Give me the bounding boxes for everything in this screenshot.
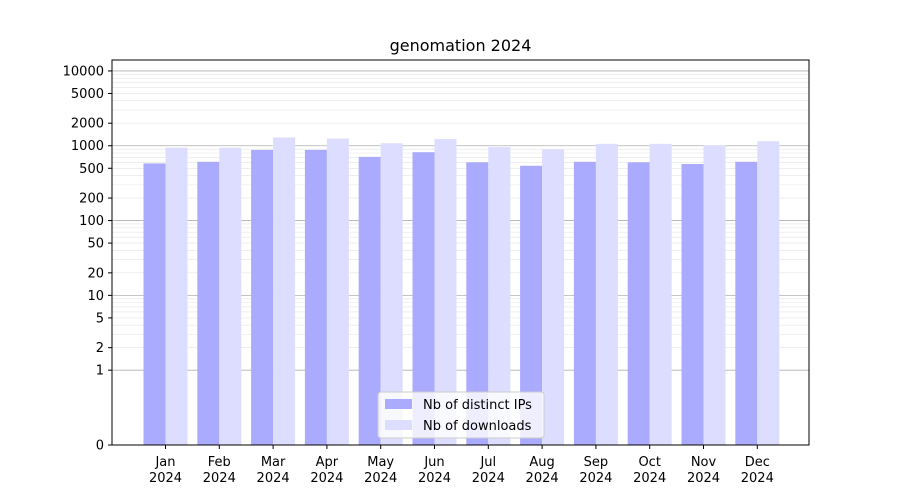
y-tick-label: 5000	[71, 87, 104, 102]
y-tick-label: 2000	[71, 117, 104, 132]
bar-downloads	[165, 147, 188, 445]
x-tick-label: Jan 2024	[149, 455, 182, 486]
x-axis: Jan 2024 Feb 2024 Mar 2024 Apr 2024 May 2024 Jun 20…	[149, 445, 774, 486]
bar-distinct-ips	[627, 162, 650, 445]
y-tick-label: 200	[79, 192, 104, 207]
x-tick-label: Dec 2024	[741, 455, 774, 486]
y-tick-label: 5	[96, 311, 104, 326]
chart-title: genomation 2024	[390, 36, 532, 55]
bar-downloads	[757, 141, 780, 445]
legend-swatch	[385, 399, 412, 409]
legend-swatch	[385, 420, 412, 430]
bar-downloads	[649, 143, 672, 445]
bar-downloads	[542, 149, 565, 445]
bars	[143, 137, 780, 445]
bar-distinct-ips	[520, 165, 543, 445]
y-tick-label: 10000	[63, 64, 104, 79]
bar-distinct-ips	[735, 161, 758, 445]
y-tick-label: 100	[79, 214, 104, 229]
x-tick-label: Nov 2024	[687, 455, 720, 486]
bar-distinct-ips	[358, 156, 381, 445]
bar-downloads	[380, 143, 403, 445]
y-tick-label: 2	[96, 341, 104, 356]
y-tick-label: 1000	[71, 139, 104, 154]
x-tick-label: May 2024	[364, 455, 397, 486]
legend-label: Nb of distinct IPs	[423, 398, 532, 413]
x-tick-label: Oct 2024	[633, 455, 666, 486]
y-tick-label: 20	[87, 266, 104, 281]
y-tick-label: 0	[96, 439, 104, 454]
bar-distinct-ips	[681, 164, 704, 445]
y-tick-label: 1	[96, 364, 104, 379]
bar-downloads	[326, 138, 349, 445]
plot-frame	[111, 59, 810, 446]
bar-distinct-ips	[573, 161, 596, 445]
x-tick-label: Feb 2024	[203, 455, 236, 486]
bar-distinct-ips	[466, 162, 489, 445]
bar-distinct-ips	[304, 149, 327, 445]
bar-downloads	[219, 147, 242, 445]
bar-downloads	[488, 147, 511, 445]
y-tick-label: 10	[87, 289, 104, 304]
legend: Nb of distinct IPs Nb of downloads	[377, 391, 545, 439]
bar-distinct-ips	[197, 161, 220, 445]
bar-downloads	[595, 143, 618, 445]
bar-downloads	[273, 137, 296, 445]
x-tick-label: Apr 2024	[310, 455, 343, 486]
bar-downloads	[703, 145, 726, 445]
x-tick-label: Aug 2024	[526, 455, 559, 486]
x-tick-label: Jul 2024	[472, 455, 505, 486]
bar-distinct-ips	[143, 163, 166, 445]
x-tick-label: Sep 2024	[579, 455, 612, 486]
legend-label: Nb of downloads	[423, 419, 532, 434]
bar-distinct-ips	[251, 149, 274, 445]
bar-distinct-ips	[412, 152, 435, 445]
y-tick-label: 50	[87, 237, 104, 252]
y-axis: 0 1 2 5 10 20 50 100 200 500 1000 2000 5000 10000	[63, 64, 112, 454]
legend-box	[377, 391, 545, 439]
x-tick-label: Jun 2024	[418, 455, 451, 486]
bar-downloads	[434, 139, 457, 445]
x-tick-label: Mar 2024	[257, 455, 290, 486]
y-tick-label: 500	[79, 162, 104, 177]
